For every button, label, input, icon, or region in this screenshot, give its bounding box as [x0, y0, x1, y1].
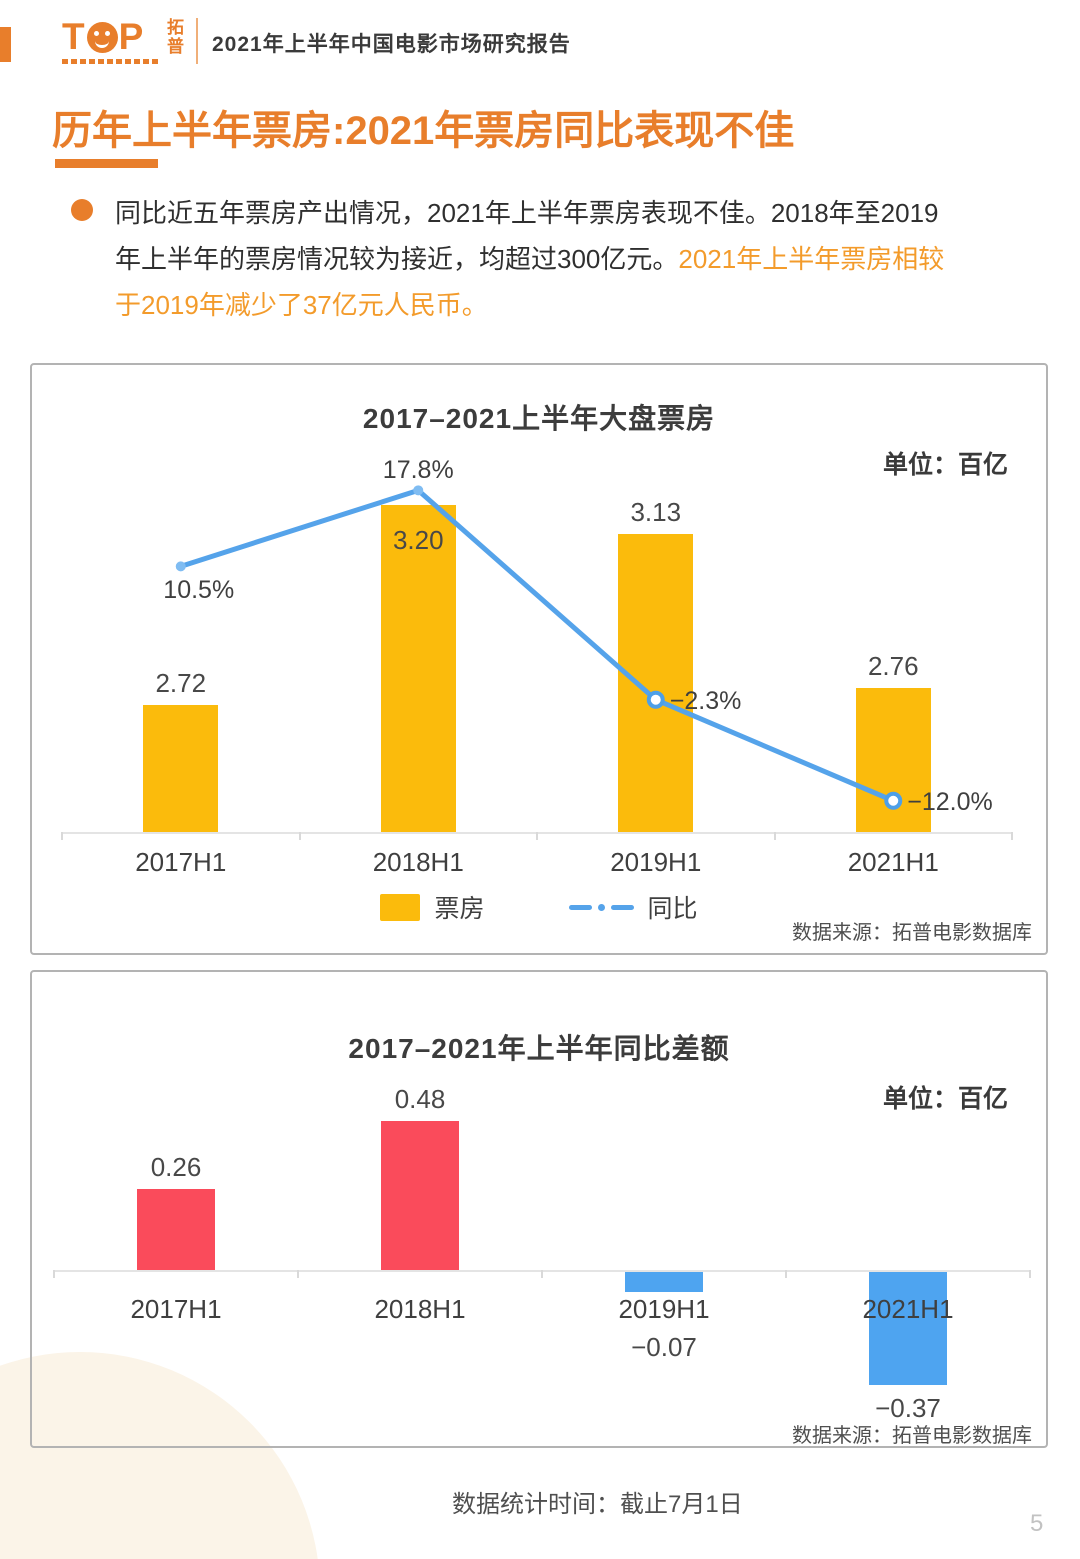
legend-bar-swatch [380, 893, 421, 921]
chart2-category-label: 2017H1 [130, 1294, 222, 1324]
chart1-line-point [884, 791, 903, 810]
intro-paragraph: 同比近五年票房产出情况，2021年上半年票房表现不佳。2018年至2019 年上… [115, 190, 1045, 328]
chart1-title: 2017–2021上半年大盘票房 [362, 403, 716, 434]
chart1-bar [143, 705, 219, 832]
chart1-axis-tick [1011, 832, 1013, 840]
footer-note: 数据统计时间：截止7月1日 [452, 1491, 743, 1518]
logo-tagline [62, 59, 158, 64]
chart1-line-value: −2.3% [669, 686, 742, 715]
intro-line-2: 年上半年的票房情况较为接近，均超过300亿元。2021年上半年票房相较 [115, 244, 945, 274]
chart2-bar [137, 1189, 215, 1270]
chart-card-yoy-diff: 2017–2021年上半年同比差额 单位：百亿 0.26 2017H1 0.48 20… [30, 970, 1048, 1448]
chart1-category-label: 2019H1 [610, 847, 702, 877]
chart1-line-value: 10.5% [163, 576, 235, 605]
logo-smiley-icon [86, 21, 118, 53]
chart1-line-point [175, 561, 186, 572]
chart1-axis-tick [298, 832, 301, 840]
chart1-axis-tick [61, 832, 63, 840]
legend-line-swatch [568, 903, 634, 911]
legend-bar-label: 票房 [434, 895, 485, 923]
chart2-bar [381, 1121, 459, 1270]
chart1-bar [618, 534, 694, 832]
intro-highlight: 2021年上半年票房相较 [678, 244, 945, 274]
chart1-category-label: 2017H1 [135, 847, 227, 877]
chart1-axis-tick [773, 832, 776, 840]
chart1-bar-value: 2.72 [155, 668, 207, 698]
chart1-bar-value: 2.76 [867, 651, 919, 681]
logo-letter-t: T [62, 16, 86, 57]
page-number: 5 [1030, 1510, 1044, 1537]
intro-line-3: 于2019年减少了37亿元人民币。 [115, 290, 488, 320]
header-edge-accent [0, 27, 11, 62]
chart1-category-label: 2021H1 [847, 847, 939, 877]
chart2-axis-tick [785, 1270, 787, 1278]
logo-chinese-name: 拓 普 [167, 18, 184, 56]
report-title: 2021年上半年中国电影市场研究报告 [212, 33, 571, 56]
chart2-bar [625, 1270, 703, 1292]
chart1-legend: 票房 同比 [32, 889, 1046, 925]
chart2-axis-tick [297, 1270, 299, 1278]
chart1-bar [380, 505, 456, 832]
page-heading: 历年上半年票房:2021年票房同比表现不佳 [52, 109, 795, 153]
chart2-source: 数据来源：拓普电影数据库 [792, 1425, 1032, 1447]
logo-top-wordmark: T P [62, 16, 158, 64]
chart1-line-point [413, 485, 424, 496]
legend-line-label: 同比 [647, 895, 698, 923]
chart2-title: 2017–2021年上半年同比差额 [348, 1033, 730, 1064]
chart1-source: 数据来源：拓普电影数据库 [792, 922, 1032, 944]
chart1-plot-area: 2.72 2017H1 3.20 2018H1 3.13 2019H1 2.76 2021H1… [32, 365, 1046, 953]
chart2-bar-value: −0.37 [875, 1393, 941, 1423]
chart1-unit-label: 单位：百亿 [882, 451, 1008, 479]
logo-letter-p: P [118, 16, 145, 57]
logo: T P 拓 普 2021年上半年中国电影市场研究报告 [62, 16, 571, 64]
chart1-line-value: 17.8% [382, 456, 454, 485]
chart2-category-label: 2019H1 [618, 1294, 710, 1324]
chart1-line-value: −12.0% [907, 787, 993, 816]
chart2-bar-value: 0.26 [150, 1152, 202, 1182]
chart2-bar-value: −0.07 [631, 1332, 697, 1362]
header-divider [196, 18, 198, 64]
chart2-category-label: 2021H1 [862, 1294, 954, 1324]
heading-underline [55, 159, 158, 168]
chart1-bar-value: 3.20 [392, 525, 444, 555]
chart1-yoy-line [175, 485, 903, 810]
chart2-axis-tick [541, 1270, 543, 1278]
chart2-axis-tick [53, 1270, 55, 1278]
chart2-axis-tick [1029, 1270, 1031, 1278]
chart1-category-label: 2018H1 [372, 847, 464, 877]
chart1-line-point [646, 690, 665, 709]
chart2-plot-area: 0.26 2017H1 0.48 2018H1 −0.07 2019H1 −0.37 2021… [32, 972, 1046, 1446]
chart-card-box-office: 2017–2021上半年大盘票房 单位：百亿 2.72 2017H1 3.20 201… [30, 363, 1048, 955]
chart2-bar [869, 1270, 947, 1385]
chart2-unit-label: 单位：百亿 [882, 1085, 1008, 1113]
chart2-category-label: 2018H1 [374, 1294, 466, 1324]
chart1-bar-value: 3.13 [630, 497, 682, 527]
chart1-axis-tick [536, 832, 538, 840]
intro-line-1: 同比近五年票房产出情况，2021年上半年票房表现不佳。2018年至2019 [115, 198, 939, 228]
bullet-icon [71, 199, 93, 221]
chart2-bar-value: 0.48 [394, 1084, 446, 1114]
